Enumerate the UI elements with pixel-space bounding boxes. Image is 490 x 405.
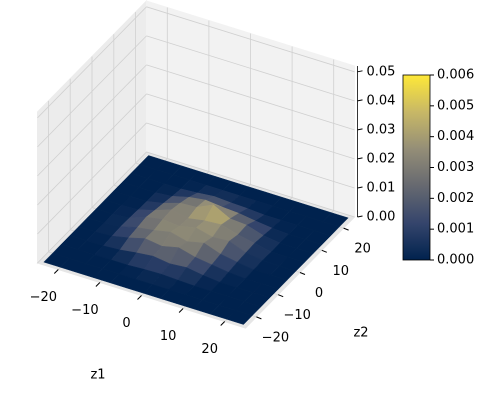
grid-line [37, 151, 147, 264]
grid-line [146, 35, 355, 102]
surface-face [226, 310, 253, 325]
y-tick-label: 0 [315, 286, 323, 301]
x-axis-label: z1 [90, 368, 105, 383]
z-tick-label: 0.05 [367, 64, 396, 79]
grid-line [37, 35, 147, 148]
grid-line [146, 64, 355, 131]
axes: −20 −10 0 10 20 −20 −10 0 10 20 0.00 0.01 0.02 0.03 0.… [30, 64, 475, 357]
grid-line [37, 6, 147, 119]
y-tick [321, 249, 327, 253]
colorbar-tick-label: 0.005 [437, 98, 474, 113]
y-axis-label: z2 [353, 326, 368, 341]
y-tick-label: −10 [283, 308, 310, 323]
x-tick-label: 0 [122, 316, 130, 331]
x-tick [53, 269, 59, 274]
grid-line [146, 6, 355, 73]
x-tick-label: −10 [71, 303, 98, 318]
grid-line [37, 122, 147, 235]
y-tick [343, 227, 349, 231]
grid-line [37, 64, 147, 177]
colorbar-tick-label: 0.002 [437, 191, 474, 206]
grid-line [146, 151, 355, 218]
x-tick [95, 282, 101, 287]
z-tick [357, 157, 363, 160]
z-tick [357, 128, 363, 131]
colorbar-tick-label: 0.006 [437, 68, 474, 83]
colorbar-tick-label: 0.000 [437, 253, 474, 268]
z-tick-label: 0.02 [367, 151, 396, 166]
z-tick [357, 215, 363, 218]
y-tick [256, 316, 262, 320]
x-tick-label: −20 [30, 290, 57, 305]
z-tick-label: 0.03 [367, 122, 396, 137]
colorbar-tick-label: 0.001 [437, 222, 474, 237]
z-tick [357, 70, 363, 73]
grid-line [37, 93, 147, 206]
y-tick [299, 272, 306, 275]
y-tick-label: −20 [262, 330, 289, 345]
x-tick [220, 321, 226, 326]
z-tick-label: 0.00 [367, 210, 396, 225]
z-tick-label: 0.04 [367, 93, 396, 108]
surface [43, 155, 349, 325]
z-tick [357, 99, 363, 102]
x-tick [178, 308, 184, 313]
x-tick [137, 295, 142, 300]
grid-line [146, 93, 355, 160]
grid-line [146, 122, 355, 189]
y-tick-label: 20 [354, 242, 371, 257]
z-tick [357, 186, 363, 189]
y-tick [278, 294, 284, 298]
x-tick-label: 10 [160, 329, 177, 344]
x-tick-label: 20 [201, 342, 218, 357]
y-tick-label: 10 [333, 264, 350, 279]
colorbar-tick-label: 0.004 [437, 129, 474, 144]
colorbar-tick-label: 0.003 [437, 160, 474, 175]
z-tick-label: 0.01 [367, 180, 396, 195]
colorbar [402, 74, 431, 261]
